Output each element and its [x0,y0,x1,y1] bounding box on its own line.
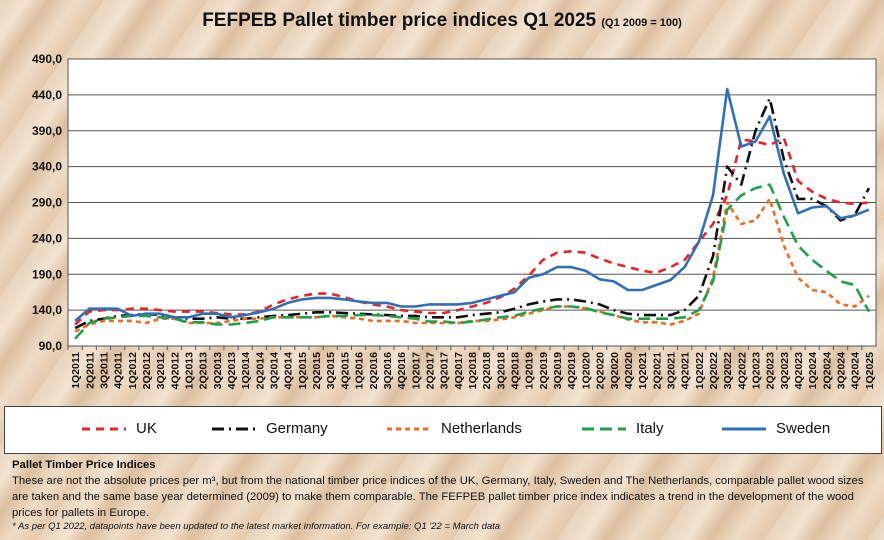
x-tick-label: 3Q2011 [98,352,110,389]
y-tick-label: 490,0 [32,52,62,66]
notes: Pallet Timber Price Indices These are no… [12,457,877,533]
title-text: FEFPEB Pallet timber price indices Q1 20… [202,10,597,31]
x-tick-label: 1Q2011 [70,352,82,389]
x-tick-label: 1Q2014 [240,352,252,390]
legend-swatch [582,427,626,430]
x-tick-label: 2Q2013 [198,352,210,390]
x-tick-label: 2Q2022 [708,352,720,390]
y-tick-label: 90,0 [39,339,63,353]
x-tick-label: 3Q2012 [155,352,167,390]
legend-item-sweden: Sweden [720,420,830,437]
x-tick-label: 3Q2013 [212,352,224,390]
x-tick-label: 1Q2018 [467,352,479,390]
x-tick-label: 2Q2023 [765,352,777,390]
x-tick-label: 1Q2022 [694,352,706,390]
x-tick-label: 2Q2011 [84,352,96,389]
y-tick-label: 440,0 [32,88,62,102]
y-tick-label: 340,0 [32,160,62,174]
legend-item-italy: Italy [580,420,664,437]
x-tick-label: 3Q2019 [552,352,564,390]
legend-item-germany: Germany [210,420,328,437]
x-tick-label: 4Q2017 [453,352,465,390]
x-tick-label: 4Q2011 [113,352,125,389]
x-tick-label: 1Q2020 [580,352,592,390]
legend-swatch [722,427,766,430]
x-tick-label: 1Q2016 [354,352,366,390]
x-tick-label: 2Q2020 [595,352,607,390]
x-tick-label: 4Q2019 [566,352,578,390]
series-line-germany [74,97,871,330]
chart-title: FEFPEB Pallet timber price indices Q1 20… [0,10,884,32]
x-tick-label: 3Q2014 [269,352,281,390]
x-tick-label: 1Q2021 [637,352,649,390]
line-chart: 90,0 140,0 190,0 240,0 290,0 340,0 390,0 440,0 4… [32,52,877,390]
notes-heading: Pallet Timber Price Indices [12,459,156,471]
x-tick-label: 4Q2022 [736,352,748,390]
x-tick-label: 2Q2014 [254,352,266,390]
legend-item-netherlands: Netherlands [385,420,522,437]
x-tick-label: 3Q2024 [836,352,848,390]
x-tick-label: 1Q2015 [297,352,309,390]
x-tick-label: 4Q2014 [283,352,295,390]
subtitle-text: (Q1 2009 = 100) [601,17,682,29]
x-tick-label: 1Q2019 [524,352,536,390]
legend: UK Germany Netherlands Italy Sweden [4,406,882,454]
y-tick-label: 390,0 [32,124,62,138]
x-tick-label: 1Q2025 [864,352,876,390]
x-tick-label: 4Q2018 [510,352,522,390]
x-tick-label: 3Q2021 [665,352,677,390]
y-tick-label: 190,0 [32,267,62,281]
legend-label: Netherlands [441,420,522,437]
x-tick-label: 4Q2016 [396,352,408,390]
x-tick-label: 3Q2020 [609,352,621,390]
x-tick-label: 2Q2012 [141,352,153,390]
x-tick-label: 1Q2017 [410,352,422,390]
x-tick-label: 2Q2021 [651,352,663,390]
legend-label: UK [136,420,157,437]
x-tick-label: 3Q2022 [722,352,734,390]
y-tick-label: 290,0 [32,196,62,210]
x-tick-label: 1Q2023 [751,352,763,390]
x-tick-label: 2Q2019 [538,352,550,390]
x-tick-label: 2Q2017 [424,352,436,390]
y-tick-label: 240,0 [32,231,62,245]
x-tick-label: 4Q2023 [793,352,805,390]
y-tick-label: 140,0 [32,303,62,317]
legend-label: Italy [636,420,664,437]
x-tick-label: 1Q2013 [183,352,195,390]
x-tick-label: 4Q2015 [339,352,351,390]
legend-item-uk: UK [80,420,157,437]
legend-label: Germany [266,420,328,437]
x-tick-label: 4Q2024 [850,352,862,390]
x-tick-label: 2Q2024 [821,352,833,390]
x-tick-label: 3Q2017 [439,352,451,390]
x-tick-label: 4Q2021 [680,352,692,390]
notes-body: These are not the absolute prices per m³… [12,475,864,519]
x-tick-label: 2Q2016 [368,352,380,390]
x-tick-label: 4Q2020 [623,352,635,390]
x-tick-label: 3Q2023 [779,352,791,390]
x-tick-label: 1Q2024 [807,352,819,390]
legend-label: Sweden [776,420,831,437]
x-tick-label: 2Q2015 [311,352,323,390]
notes-footnote: * As per Q1 2022, datapoints have been u… [12,521,501,532]
legend-swatch [387,427,431,430]
x-tick-label: 3Q2016 [382,352,394,390]
x-tick-label: 3Q2018 [495,352,507,390]
legend-swatch [82,427,126,430]
x-tick-label: 1Q2012 [127,352,139,390]
series-line-netherlands [74,197,870,333]
x-tick-label: 3Q2015 [325,352,337,390]
x-tick-label: 4Q2013 [226,352,238,390]
x-tick-label: 4Q2012 [169,352,181,390]
x-tick-label: 2Q2018 [481,352,493,390]
legend-swatch [212,427,256,430]
